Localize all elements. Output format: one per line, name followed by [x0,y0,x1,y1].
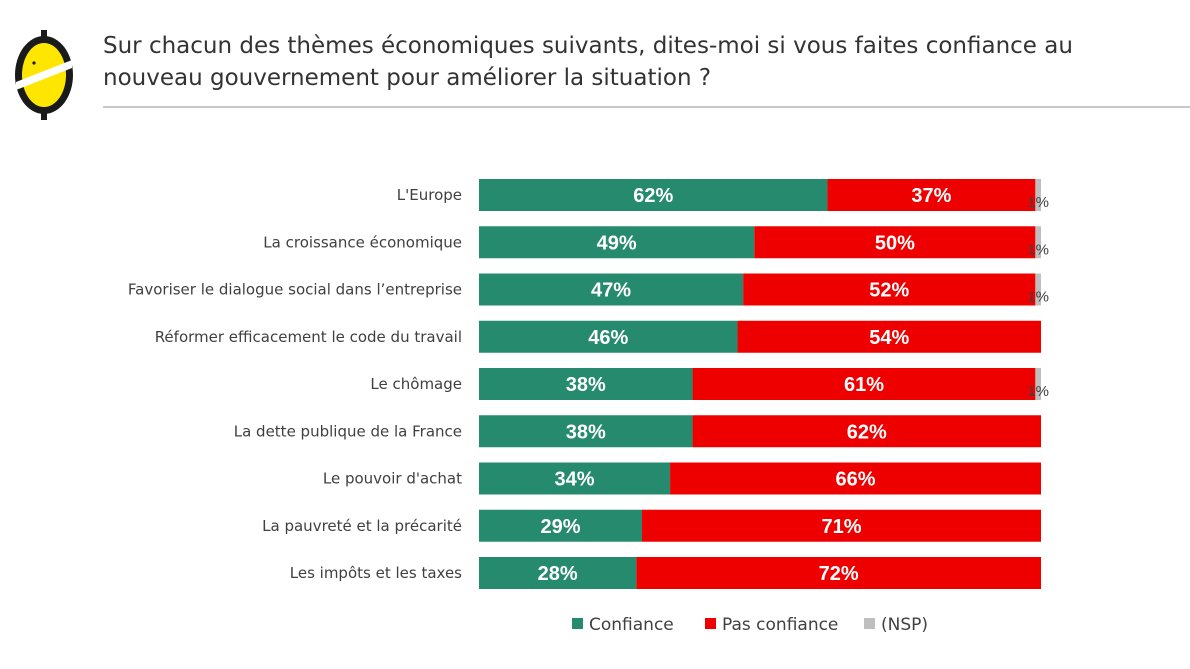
logo-icon [15,30,73,120]
bar-pas_confiance [827,179,1036,211]
data-label-confiance: 28% [538,563,578,585]
category-label: Les impôts et les taxes [290,564,462,582]
bar-pas_confiance [692,368,1036,400]
legend-swatch-pas_confiance [705,618,716,629]
bar-nsp [1035,273,1041,306]
data-label-pas_confiance: 66% [836,469,876,491]
category-label: La dette publique de la France [234,422,462,440]
data-label-nsp: 1% [1027,241,1049,258]
category-label: La pauvreté et la précarité [262,517,462,535]
bar-pas_confiance [743,273,1036,306]
bar-pas_confiance [692,415,1041,448]
data-label-confiance: 34% [555,469,595,491]
bar-confiance [479,415,693,448]
bar-pas_confiance [636,557,1041,589]
bar-confiance [479,320,738,353]
bar-pas_confiance [641,509,1041,542]
data-label-pas_confiance: 62% [847,421,887,443]
bar-nsp [1035,368,1041,400]
category-label: L'Europe [397,186,462,204]
bar-nsp [1035,226,1041,259]
legend-label-confiance: Confiance [589,615,674,635]
data-label-nsp: 1% [1027,194,1049,211]
bar-confiance [479,462,671,495]
bar-confiance [479,368,693,400]
data-label-pas_confiance: 54% [869,327,909,349]
data-label-confiance: 38% [566,421,606,443]
legend-label-pas_confiance: Pas confiance [722,615,838,635]
data-label-confiance: 46% [588,327,628,349]
data-label-pas_confiance: 72% [819,563,859,585]
data-label-pas_confiance: 71% [821,516,861,538]
bar-pas_confiance [737,320,1041,353]
bar-pas_confiance [754,226,1036,259]
data-label-nsp: 1% [1027,383,1049,400]
legend-label-nsp: (NSP) [881,615,928,635]
bar-confiance [479,273,744,306]
title-divider [103,106,1190,108]
category-label: Le pouvoir d'achat [323,470,462,488]
data-label-pas_confiance: 52% [869,280,909,302]
data-label-nsp: 1% [1027,289,1049,306]
category-label: Réformer efficacement le code du travail [155,328,462,346]
data-label-pas_confiance: 61% [844,374,884,396]
category-label: Le chômage [370,375,462,393]
data-label-confiance: 62% [633,185,673,207]
bar-pas_confiance [670,462,1041,495]
category-label: La croissance économique [263,233,462,251]
data-label-confiance: 47% [591,280,631,302]
bar-confiance [479,179,828,211]
data-label-confiance: 49% [597,232,637,254]
category-label: Favoriser le dialogue social dans l’entr… [128,281,462,299]
data-label-pas_confiance: 50% [875,232,915,254]
bar-confiance [479,557,637,589]
bar-nsp [1035,179,1041,211]
chart-title: Sur chacun des thèmes économiques suivan… [103,33,1073,91]
data-label-confiance: 29% [540,516,580,538]
legend-swatch-nsp [864,618,875,629]
legend-swatch-confiance [572,618,583,629]
data-label-pas_confiance: 37% [911,185,951,207]
bar-confiance [479,509,642,542]
bar-confiance [479,226,755,259]
data-label-confiance: 38% [566,374,606,396]
